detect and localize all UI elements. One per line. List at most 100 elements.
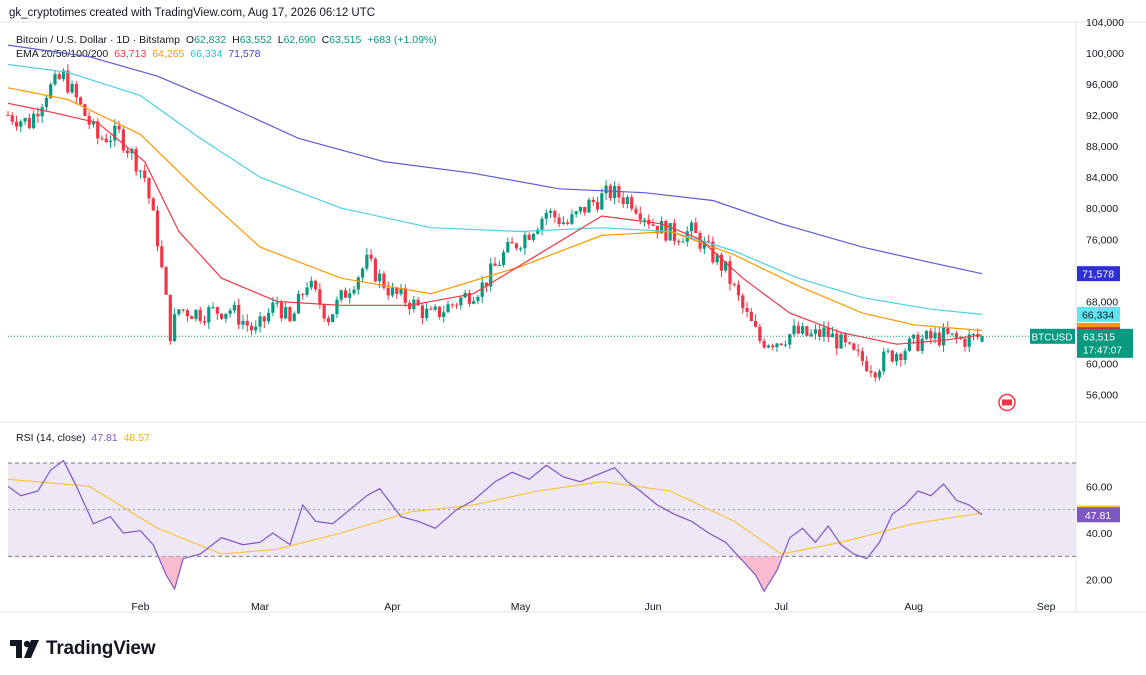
tradingview-logo: TradingView [10, 636, 156, 662]
candle-body [924, 331, 929, 339]
high-label: H [232, 34, 240, 46]
candle-body [826, 327, 830, 338]
candle-body [519, 248, 523, 250]
candle-body [190, 316, 194, 319]
price-legend: Bitcoin / U.S. Dollar · 1D · Bitstamp O6… [16, 33, 437, 61]
candle-body [134, 149, 138, 172]
candle-body [873, 372, 877, 378]
candle-body [322, 304, 326, 319]
candle-body [155, 210, 160, 247]
candle-body [10, 115, 14, 122]
candle-body [501, 252, 506, 265]
candle-body [211, 307, 215, 309]
time-axis-tick-label: Aug [904, 601, 923, 613]
ema100-value: 66,334 [190, 48, 223, 60]
price-axis-tick-label: 76,000 [1086, 234, 1118, 246]
candle-body [32, 113, 36, 129]
open-value: 62,832 [194, 34, 227, 46]
candle-body [437, 306, 442, 317]
candle-body [493, 263, 497, 266]
time-axis-tick-label: May [511, 601, 532, 613]
candle-body [728, 261, 732, 284]
candle-body [220, 313, 224, 319]
candle-body [651, 224, 655, 226]
rsi-title[interactable]: RSI (14, close) [16, 432, 86, 444]
candle-body [348, 293, 352, 298]
rsi-axis-tag: 47.81 [1085, 510, 1111, 522]
candle-body [736, 284, 741, 296]
candle-body [40, 107, 44, 117]
candle-body [715, 254, 719, 263]
high-value: 63,552 [239, 34, 272, 46]
candle-body [566, 222, 570, 224]
candle-body [638, 213, 642, 220]
candle-body [544, 212, 548, 219]
candle-body [339, 290, 343, 300]
candle-body [36, 113, 40, 117]
candle-body [681, 241, 685, 243]
candle-body [527, 234, 531, 240]
candle-body [74, 83, 78, 98]
rsi-ma-value: 48.57 [123, 432, 150, 444]
candle-body [642, 219, 647, 221]
price-axis-tick-label: 88,000 [1086, 141, 1118, 153]
time-axis-tick-label: Jul [775, 601, 788, 613]
price-axis-tag-bg [1077, 328, 1133, 358]
candle-body [758, 326, 762, 341]
price-axis-tick-label: 104,000 [1086, 17, 1124, 29]
candle-body [467, 293, 471, 304]
candle-body [882, 351, 886, 372]
rsi-axis-tag-bg [1077, 507, 1120, 523]
ema100-axis-tag: 66,334 [1082, 309, 1114, 321]
candle-body [19, 121, 23, 127]
candle-body [583, 206, 587, 213]
candle-body [335, 299, 339, 315]
candle-body [497, 264, 501, 266]
candle-body [49, 84, 53, 98]
candle-body [113, 125, 117, 141]
candle-body [954, 333, 958, 338]
candle-body [429, 308, 433, 310]
price-axis-tick-label: 60,000 [1086, 359, 1118, 371]
candle-body [570, 214, 574, 224]
candle-body [621, 197, 625, 205]
candle-body [890, 350, 894, 362]
candle-body [138, 170, 143, 172]
candle-body [224, 313, 228, 319]
symbol-label[interactable]: Bitcoin / U.S. Dollar · 1D · Bitstamp [16, 34, 180, 46]
time-axis-tick-label: Sep [1037, 601, 1056, 613]
candle-body [548, 210, 553, 213]
candle-body [843, 334, 847, 343]
candle-body [510, 241, 514, 244]
rsi-line [7, 459, 983, 593]
candle-body [284, 307, 288, 319]
candle-body [839, 334, 843, 349]
candle-body [677, 240, 681, 243]
rsi-oversold-fill [734, 556, 782, 592]
candle-body [899, 354, 903, 361]
rsi-axis-tick-label: 20.00 [1086, 575, 1112, 587]
candle-body [79, 97, 83, 105]
ema-title[interactable]: EMA 20/50/100/200 [16, 48, 109, 60]
candle-body [771, 345, 775, 348]
time-axis-tick-label: Jun [645, 601, 662, 613]
candle-body [523, 234, 527, 249]
candle-body [574, 211, 578, 215]
candle-body [818, 329, 822, 337]
low-value: 62,690 [283, 34, 316, 46]
candle-body [301, 294, 305, 296]
candle-body [762, 340, 766, 348]
candle-body [788, 334, 792, 345]
candle-body [886, 350, 890, 352]
candle-body [796, 325, 800, 334]
candle-body [852, 343, 856, 350]
candle-body [480, 282, 484, 297]
time-axis-tick-label: Apr [384, 601, 401, 613]
candle-body [946, 327, 950, 334]
candle-body [151, 198, 155, 211]
change-value: +683 (+1.09%) [367, 34, 437, 46]
rsi-axis-tick-label: 60.00 [1086, 481, 1112, 493]
ema100-axis-tag-bg [1077, 306, 1120, 322]
candle-body [694, 222, 698, 234]
